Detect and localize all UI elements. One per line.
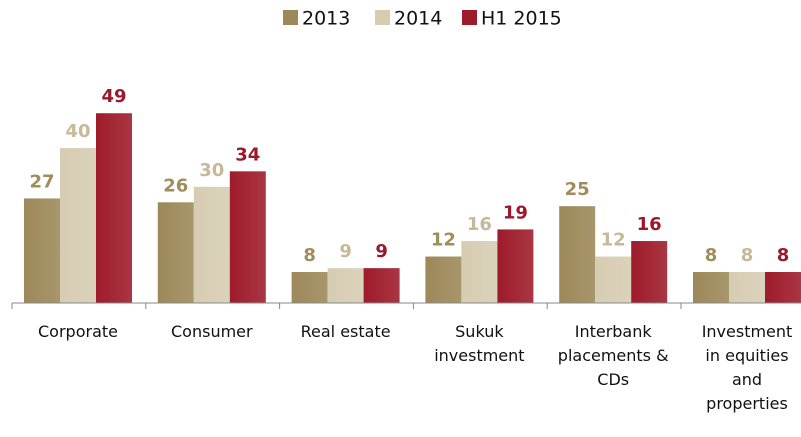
bar [631, 241, 668, 303]
x-tick-label: Consumer [171, 322, 253, 341]
x-tick-label: Real estate [300, 322, 391, 341]
value-label: 9 [375, 241, 388, 262]
value-label: 26 [163, 175, 188, 196]
legend-swatch [283, 10, 298, 25]
bar [461, 241, 498, 303]
value-label: 40 [65, 121, 90, 142]
bar [193, 186, 230, 303]
value-label: 49 [101, 86, 126, 107]
bar [96, 113, 132, 304]
value-label: 12 [431, 230, 456, 251]
bar [60, 148, 96, 303]
bar [595, 256, 632, 303]
x-tick-label: Investment in equities and properties [701, 322, 793, 413]
x-tick-label: Interbank placements & CDs [557, 322, 669, 389]
value-label: 9 [339, 241, 352, 262]
x-tick-label: Sukuk investment [434, 322, 525, 365]
bar [157, 202, 194, 303]
value-label: 8 [741, 245, 754, 266]
bar [497, 229, 534, 303]
legend-swatch [462, 10, 477, 25]
legend-label: H1 2015 [481, 8, 562, 30]
legend-swatch [375, 10, 390, 25]
value-label: 19 [503, 202, 528, 223]
value-label: 16 [637, 214, 662, 235]
bar [729, 272, 765, 303]
bar [229, 171, 266, 303]
bar [363, 268, 400, 303]
value-label: 27 [29, 171, 54, 192]
value-label: 34 [235, 144, 260, 165]
value-label: 8 [777, 245, 790, 266]
legend-label: 2014 [394, 8, 442, 30]
value-label: 16 [467, 214, 492, 235]
bar [765, 272, 801, 303]
value-label: 8 [705, 245, 718, 266]
value-label: 30 [199, 160, 224, 181]
value-label: 12 [601, 230, 626, 251]
bar [327, 268, 364, 303]
bar [291, 272, 328, 303]
bar [425, 256, 462, 303]
bar [559, 206, 596, 303]
x-tick-label: Corporate [38, 322, 118, 341]
bar [693, 272, 729, 303]
bar [24, 198, 60, 303]
value-label: 25 [565, 179, 590, 200]
value-label: 8 [303, 245, 316, 266]
legend-label: 2013 [302, 8, 350, 30]
